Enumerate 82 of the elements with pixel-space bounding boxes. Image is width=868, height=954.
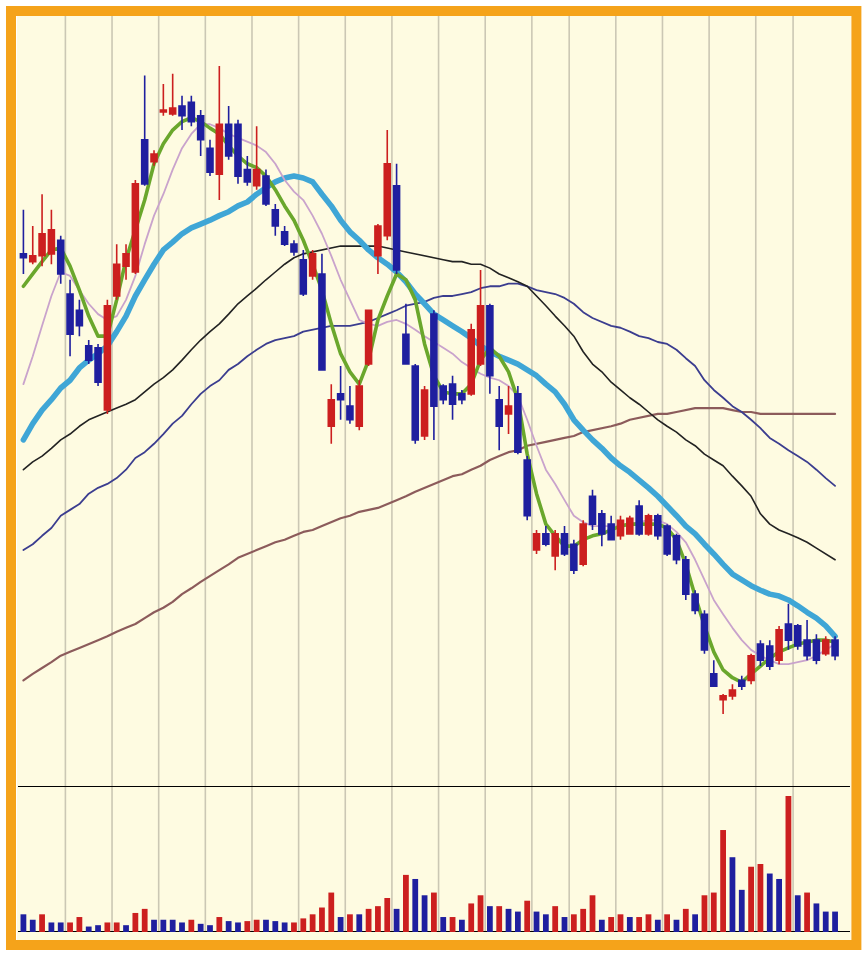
candlestick bbox=[318, 253, 326, 371]
candlestick bbox=[710, 659, 718, 687]
bar bbox=[132, 912, 139, 932]
candlestick bbox=[504, 385, 513, 435]
candlestick bbox=[299, 249, 308, 297]
bar bbox=[486, 906, 493, 932]
candlestick bbox=[308, 249, 317, 281]
candlestick bbox=[831, 635, 839, 662]
bar bbox=[514, 911, 521, 932]
bar bbox=[664, 914, 671, 932]
candlestick bbox=[364, 309, 373, 367]
bar bbox=[496, 906, 503, 932]
candlestick bbox=[532, 529, 541, 555]
candlestick bbox=[327, 383, 336, 445]
candlestick bbox=[262, 168, 270, 207]
bar bbox=[104, 922, 111, 932]
candlestick bbox=[747, 652, 755, 686]
candlestick bbox=[215, 65, 224, 201]
candlestick bbox=[271, 203, 280, 237]
candlestick bbox=[103, 299, 112, 415]
bar bbox=[412, 878, 419, 932]
bar bbox=[626, 917, 633, 932]
candlestick bbox=[775, 625, 783, 665]
candlestick bbox=[523, 455, 531, 522]
bar bbox=[431, 892, 437, 932]
bar bbox=[794, 895, 801, 932]
candlestick bbox=[765, 639, 774, 671]
candlestick bbox=[392, 162, 401, 275]
bar bbox=[552, 906, 559, 932]
bar bbox=[29, 919, 36, 932]
candlestick bbox=[56, 234, 65, 285]
bar bbox=[682, 908, 689, 932]
candlestick bbox=[355, 379, 364, 431]
bar bbox=[188, 919, 195, 932]
bar bbox=[524, 900, 531, 932]
candlestick bbox=[635, 499, 643, 537]
candlestick bbox=[402, 302, 410, 365]
bar bbox=[244, 921, 251, 932]
candlestick bbox=[252, 125, 261, 191]
bar bbox=[542, 914, 549, 932]
candlestick bbox=[19, 208, 28, 275]
bar bbox=[608, 917, 615, 932]
bar bbox=[48, 922, 55, 932]
candlestick bbox=[514, 385, 522, 455]
candlestick bbox=[495, 385, 503, 452]
bar bbox=[347, 914, 353, 932]
bar bbox=[748, 866, 754, 932]
candlestick bbox=[206, 138, 214, 177]
candlestick bbox=[420, 385, 429, 441]
bar bbox=[804, 892, 810, 932]
bar bbox=[458, 919, 465, 932]
bar bbox=[281, 922, 288, 932]
candlestick bbox=[486, 302, 494, 395]
candlestick bbox=[737, 675, 746, 691]
bar bbox=[216, 917, 223, 932]
bar bbox=[141, 908, 148, 932]
candlestick bbox=[700, 609, 709, 655]
candlestick bbox=[346, 385, 354, 425]
bar bbox=[39, 914, 45, 932]
candlestick bbox=[821, 635, 830, 657]
bar bbox=[57, 922, 64, 932]
bar bbox=[598, 919, 605, 932]
bar bbox=[253, 919, 260, 932]
candlestick bbox=[551, 529, 559, 571]
candlestick bbox=[579, 519, 587, 568]
bar bbox=[123, 925, 129, 932]
bar bbox=[440, 917, 447, 932]
bar bbox=[337, 917, 344, 932]
bar bbox=[654, 919, 661, 932]
bar bbox=[738, 889, 745, 932]
candlestick bbox=[644, 512, 653, 537]
bar bbox=[468, 903, 475, 932]
candlestick bbox=[150, 149, 158, 167]
candlestick bbox=[168, 72, 177, 117]
candlestick bbox=[542, 525, 550, 547]
candlestick bbox=[411, 363, 420, 445]
candlestick bbox=[140, 74, 149, 187]
bar bbox=[403, 874, 409, 932]
bar bbox=[636, 917, 643, 932]
bar bbox=[356, 914, 363, 932]
bar bbox=[113, 922, 120, 932]
bar bbox=[692, 914, 699, 932]
